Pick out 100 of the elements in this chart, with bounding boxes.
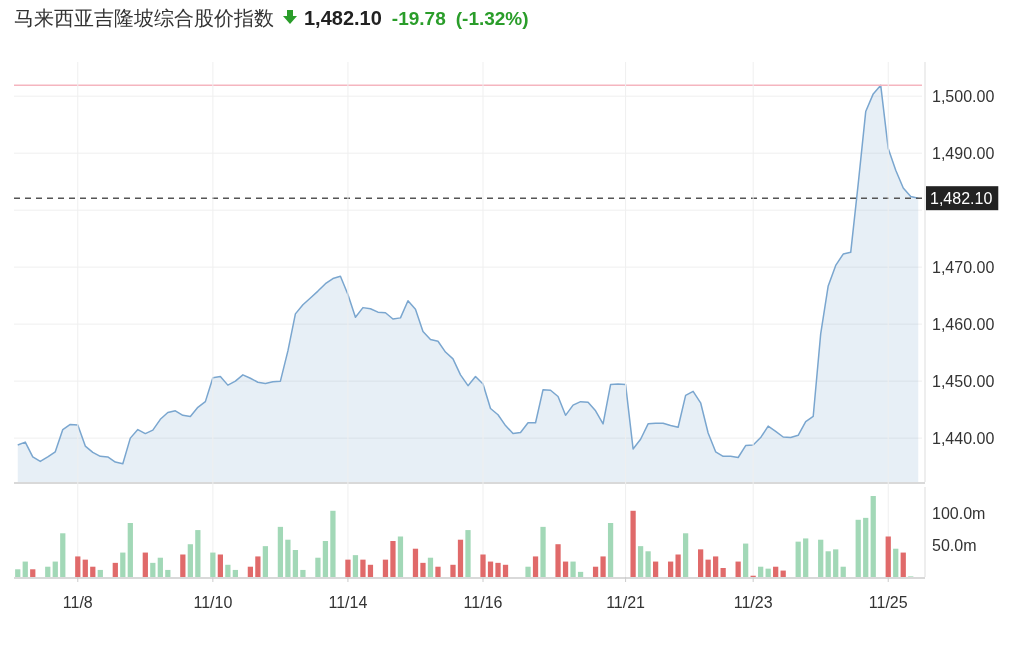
bar (165, 569, 171, 577)
bar (833, 549, 839, 577)
x-tick-label: 11/23 (733, 594, 773, 611)
bar (743, 543, 749, 577)
bar (30, 569, 36, 577)
bar (322, 541, 329, 577)
bar (675, 554, 681, 577)
bar (82, 559, 88, 577)
bar (262, 546, 269, 577)
bar (300, 569, 306, 577)
bar (277, 526, 284, 577)
x-tick-label: 11/25 (868, 594, 908, 611)
bar (795, 541, 801, 577)
bar (225, 564, 231, 577)
bar (893, 548, 899, 577)
bar (487, 561, 494, 577)
bar (570, 561, 576, 577)
bar (60, 533, 66, 577)
bar (840, 566, 846, 577)
bar (720, 568, 726, 577)
bar (435, 566, 441, 577)
bar (773, 566, 779, 577)
bar (330, 510, 336, 577)
bar (457, 539, 464, 577)
bar (315, 557, 321, 577)
bar (285, 539, 291, 577)
ref-line-label: 1,482.10 (930, 190, 993, 208)
bar (180, 554, 186, 577)
bar (758, 566, 764, 577)
bar (698, 549, 704, 577)
bar (713, 556, 719, 577)
x-tick-label: 11/14 (328, 594, 368, 611)
y-tick-label: 1,470.00 (932, 259, 995, 277)
bar (495, 562, 501, 577)
bar (255, 556, 261, 577)
bar (52, 561, 58, 577)
bar (412, 548, 419, 577)
bar (637, 546, 644, 577)
bar (120, 552, 126, 577)
bar (465, 530, 471, 577)
bar (480, 554, 486, 577)
bar (682, 533, 689, 577)
bar (450, 564, 456, 577)
bar (502, 564, 509, 577)
bar (397, 536, 404, 577)
bar (427, 557, 434, 577)
text: 1,482.10 (304, 7, 382, 29)
bar (885, 536, 891, 577)
x-tick-label: 11/21 (606, 594, 646, 611)
bar (420, 562, 426, 577)
bar (345, 559, 351, 577)
bar (232, 569, 238, 577)
bar (127, 523, 133, 577)
bar (555, 544, 561, 577)
bar (187, 544, 193, 577)
y-tick-label: 1,440.00 (932, 430, 995, 448)
bar (855, 519, 861, 577)
bar (577, 571, 584, 577)
bar (90, 566, 96, 577)
bar (367, 564, 374, 577)
bar (667, 561, 674, 577)
bar (735, 561, 741, 577)
bar (217, 554, 223, 577)
bar (562, 561, 569, 577)
bar (645, 551, 651, 577)
bar (157, 557, 163, 577)
x-tick-label: 11/10 (193, 594, 233, 611)
bar (247, 566, 254, 577)
bar (705, 559, 711, 577)
bar (210, 552, 216, 577)
bar (352, 555, 359, 577)
bar (803, 538, 809, 577)
bar (863, 517, 869, 577)
x-tick-label: 11/16 (463, 594, 503, 611)
bar (818, 539, 824, 577)
x-tick-label: 11/8 (62, 594, 93, 611)
y-tick-label: 100.0m (932, 504, 986, 522)
bar (630, 510, 636, 577)
text: (-1.32%) (455, 8, 529, 29)
bar (652, 561, 659, 577)
bar (532, 556, 539, 577)
bar (97, 569, 103, 577)
bar (195, 530, 201, 577)
bar (540, 526, 546, 577)
bar (525, 566, 531, 577)
bar (390, 541, 396, 577)
bar (360, 559, 366, 577)
bar (607, 523, 614, 577)
bar (142, 552, 148, 577)
bar (870, 496, 876, 577)
chart-title: 马来西亚吉隆坡综合股价指数 (14, 7, 274, 29)
bar (15, 569, 21, 577)
text: -19.78 (391, 8, 446, 29)
y-tick-label: 1,500.00 (932, 88, 995, 106)
bar (382, 559, 389, 577)
y-tick-label: 50.0m (932, 536, 977, 554)
bar (22, 561, 28, 577)
y-tick-label: 1,450.00 (932, 373, 995, 391)
bar (292, 550, 299, 577)
bar (825, 551, 831, 577)
